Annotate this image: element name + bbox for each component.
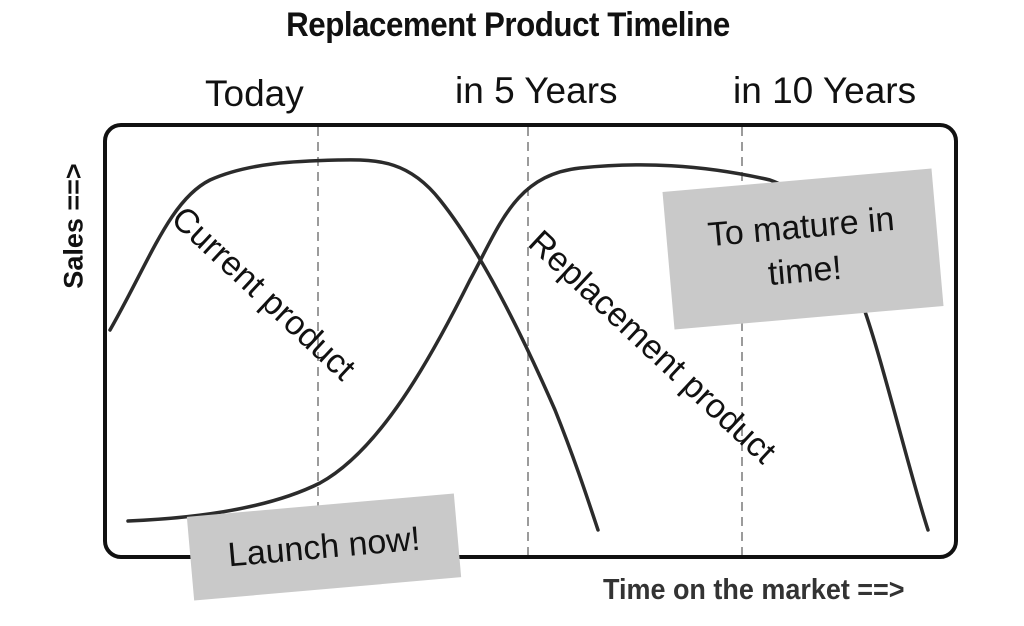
diagram-frame xyxy=(103,123,958,559)
note-to-mature-in-time: To mature in time! xyxy=(662,168,944,330)
period-label-5-years: in 5 Years xyxy=(455,70,618,111)
period-label-today: Today xyxy=(205,73,304,114)
replacement-product-curve xyxy=(126,163,930,532)
x-axis-label: Time on the market ==> xyxy=(603,574,905,606)
note-launch-text: Launch now! xyxy=(226,519,422,575)
current-product-curve xyxy=(108,158,600,532)
note-to-mature-text: To mature in time! xyxy=(706,200,896,294)
diagram-title: Replacement Product Timeline xyxy=(286,6,730,44)
period-label-10-years: in 10 Years xyxy=(733,70,917,111)
y-axis-label: Sales ==> xyxy=(58,163,89,289)
